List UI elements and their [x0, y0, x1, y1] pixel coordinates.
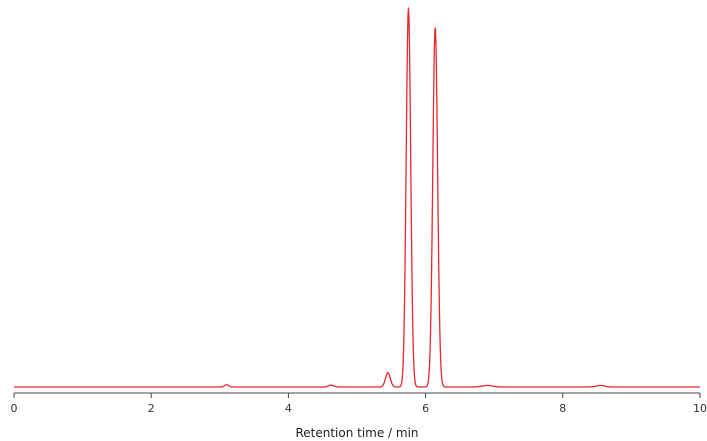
plot-area [13, 7, 701, 388]
x-axis-title: Retention time / min [295, 426, 418, 440]
x-tick-label-0: 0 [11, 402, 18, 415]
x-tick-label-8: 8 [559, 402, 566, 415]
chromatogram-trace [13, 7, 701, 388]
x-tick-label-10: 10 [693, 402, 707, 415]
x-tick-label-6: 6 [422, 402, 429, 415]
x-axis-ticks: 0 2 4 6 8 10 [11, 393, 707, 415]
x-tick-label-4: 4 [285, 402, 292, 415]
x-tick-label-2: 2 [148, 402, 155, 415]
